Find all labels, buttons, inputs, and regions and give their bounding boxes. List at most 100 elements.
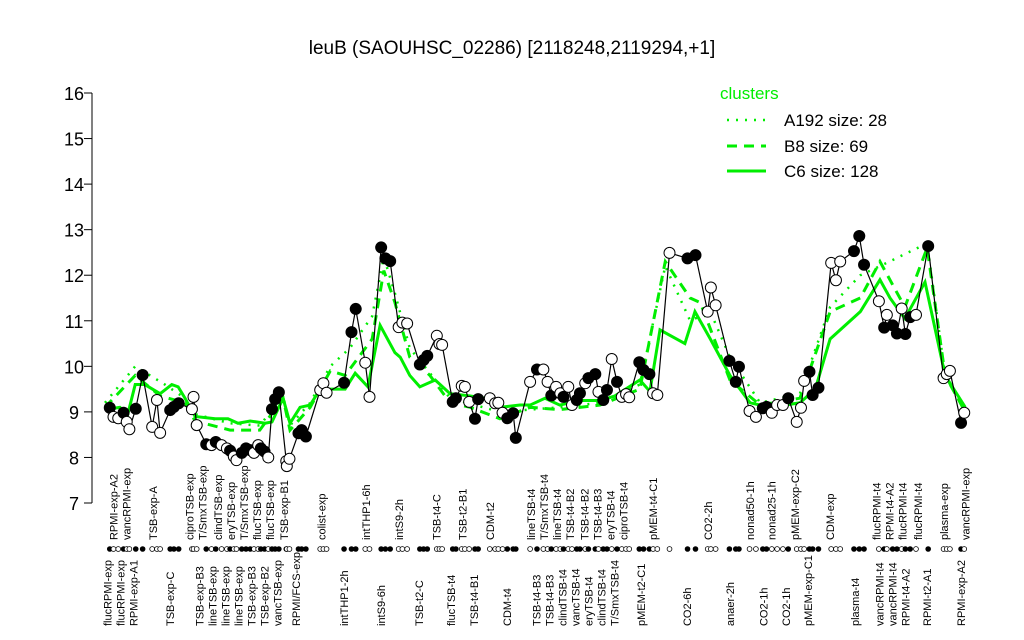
rug-mark (366, 546, 373, 552)
rug-mark (577, 546, 583, 552)
data-point (265, 403, 278, 416)
rug-mark (439, 546, 445, 552)
data-point (320, 386, 333, 399)
data-point (899, 327, 912, 340)
data-point (401, 317, 414, 330)
x-tick-label-top: plasma-exp (939, 483, 951, 540)
data-point (436, 338, 449, 351)
x-tick-label-bottom: flucRPMI-exp (102, 560, 114, 626)
y-tick-label: 14 (64, 175, 84, 195)
rug-mark (286, 546, 293, 552)
rug-mark (809, 546, 816, 552)
y-tick-label: 9 (69, 403, 79, 423)
y-tick-label: 7 (69, 494, 79, 514)
x-tick-label-bottom: CO2-1h (758, 587, 770, 626)
rug-mark (604, 546, 610, 552)
data-point (363, 390, 376, 403)
x-tick-label-top: vancRPMI-exp (122, 468, 134, 540)
rug-mark (585, 546, 592, 552)
data-point (507, 407, 520, 420)
x-tick-label-top: TSB-exp-A (148, 486, 160, 540)
rug-mark (132, 546, 139, 552)
rug-mark (157, 546, 163, 552)
data-point (129, 402, 142, 415)
x-tick-label-bottom: RPMI/FCS-exp (291, 552, 303, 626)
rug-mark (925, 546, 931, 552)
data-point (798, 374, 811, 387)
x-tick-label-bottom: pMEM-t2-C1 (636, 564, 648, 626)
legend: clusters A192 size: 28 B8 size: 69 C6 si… (720, 84, 887, 181)
x-tick-label-bottom: TSB-t2-C (414, 580, 426, 626)
rug-mark (894, 546, 900, 552)
x-tick-label-top: clindTSB-exp (213, 475, 225, 540)
rug-mark (654, 546, 661, 552)
rug-mark (404, 546, 410, 552)
rug-mark (614, 546, 620, 552)
data-point (729, 375, 742, 388)
rug-mark (851, 546, 857, 552)
rug-mark (560, 546, 567, 552)
x-tick-label-bottom: vancTSB-exp (272, 560, 284, 626)
data-point (509, 431, 522, 444)
data-point (123, 423, 136, 436)
data-point (272, 386, 285, 399)
rug-mark (424, 546, 431, 552)
data-point (829, 274, 842, 287)
x-tick-label-top: flucRPMI-t4 (913, 483, 925, 540)
x-tick-label-top: lineTSB-t4 (552, 489, 564, 540)
rug-mark (913, 546, 919, 552)
x-tick-label-top: CDM-t2 (485, 502, 497, 540)
data-point (701, 305, 714, 318)
rug-mark (110, 546, 117, 552)
y-tick-label: 10 (64, 357, 84, 377)
x-tick-label-top: nonad50-1h (745, 481, 757, 540)
data-point (749, 410, 762, 423)
rug-mark (595, 546, 602, 552)
data-point (597, 394, 610, 407)
rug-mark (876, 546, 882, 552)
x-tick-label-bottom: TSB-t4-B3 (532, 575, 544, 626)
x-tick-label-top: intTHP1-6h (361, 484, 373, 540)
rug-mark (352, 546, 359, 552)
rug-mark (626, 546, 633, 552)
x-tick-label-top: colist-exp (316, 494, 328, 540)
x-tick-label-bottom: anaer-2h (725, 582, 737, 626)
x-tick-label-bottom: CO2-1h (781, 587, 793, 626)
x-tick-label-top: RPMI-exp-A2 (109, 474, 121, 540)
rug-mark (801, 546, 807, 552)
x-tick-label-top: T/SmxTSB-t4 (539, 474, 551, 540)
rug-mark (387, 546, 393, 552)
x-tick-label-bottom: vancTSB-t4 (571, 569, 583, 626)
data-point (458, 380, 471, 393)
cluster-lines (103, 241, 967, 434)
y-tick-label: 13 (64, 221, 84, 241)
rug-mark (712, 546, 719, 552)
data-point (185, 403, 198, 416)
data-point (262, 451, 275, 464)
x-tick-label-top: TSB-t4-B2 (565, 489, 577, 540)
x-tick-label-bottom: RPMI-exp-A2 (956, 560, 968, 626)
x-tick-label-bottom: TSB-exp-B3 (194, 566, 206, 626)
data-point (589, 368, 602, 381)
data-points (103, 230, 971, 473)
y-tick-label: 15 (64, 130, 84, 150)
sample-rug (106, 546, 968, 552)
data-point (943, 364, 956, 377)
data-point (146, 420, 159, 433)
data-point (704, 281, 717, 294)
y-tick-label: 8 (69, 448, 79, 468)
data-point (689, 249, 702, 262)
data-point (803, 365, 816, 378)
data-point (524, 375, 537, 388)
rug-mark (303, 546, 309, 552)
data-point (172, 397, 185, 410)
data-point (154, 426, 167, 439)
rug-mark (203, 546, 210, 552)
rug-mark (218, 546, 225, 552)
rug-mark (475, 546, 481, 552)
data-point (872, 295, 885, 308)
x-tick-label-top: flucRPMI-t4 (897, 483, 909, 540)
rug-mark (487, 546, 493, 552)
x-tick-label-bottom: TSB-exp-B2 (259, 566, 271, 626)
rug-mark (608, 546, 615, 552)
